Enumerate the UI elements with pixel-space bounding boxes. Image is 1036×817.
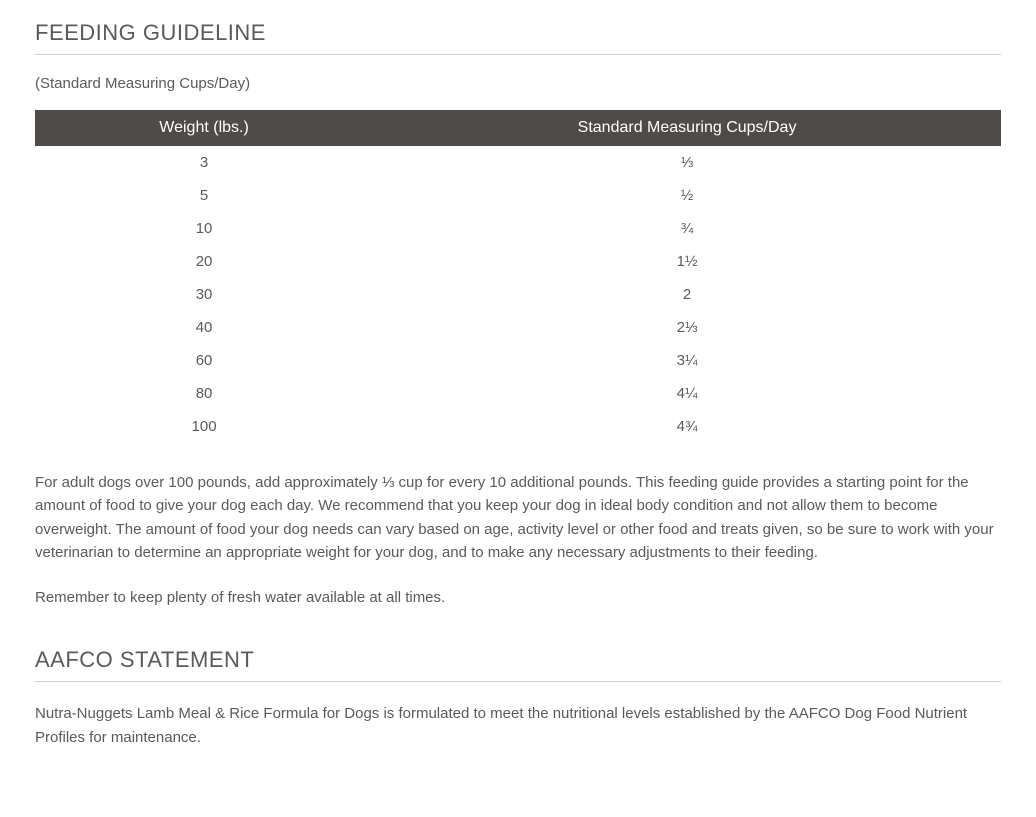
aafco-heading: AAFCO STATEMENT xyxy=(35,647,1001,682)
cups-cell: 1½ xyxy=(373,245,1001,278)
feeding-paragraph-2: Remember to keep plenty of fresh water a… xyxy=(35,586,1001,609)
table-row: 20 1½ xyxy=(35,245,1001,278)
aafco-paragraph: Nutra-Nuggets Lamb Meal & Rice Formula f… xyxy=(35,702,1001,749)
cups-cell: 4¼ xyxy=(373,377,1001,410)
feeding-table: Weight (lbs.) Standard Measuring Cups/Da… xyxy=(35,110,1001,443)
table-header-weight: Weight (lbs.) xyxy=(35,110,373,146)
weight-cell: 5 xyxy=(35,179,373,212)
cups-cell: 2⅓ xyxy=(373,311,1001,344)
weight-cell: 100 xyxy=(35,410,373,443)
feeding-paragraph-1: For adult dogs over 100 pounds, add appr… xyxy=(35,471,1001,564)
cups-cell: 2 xyxy=(373,278,1001,311)
weight-cell: 60 xyxy=(35,344,373,377)
table-header-row: Weight (lbs.) Standard Measuring Cups/Da… xyxy=(35,110,1001,146)
cups-cell: ⅓ xyxy=(373,146,1001,179)
weight-cell: 10 xyxy=(35,212,373,245)
cups-cell: ¾ xyxy=(373,212,1001,245)
table-row: 80 4¼ xyxy=(35,377,1001,410)
weight-cell: 3 xyxy=(35,146,373,179)
weight-cell: 80 xyxy=(35,377,373,410)
table-row: 100 4¾ xyxy=(35,410,1001,443)
table-row: 30 2 xyxy=(35,278,1001,311)
table-row: 40 2⅓ xyxy=(35,311,1001,344)
cups-cell: ½ xyxy=(373,179,1001,212)
table-row: 3 ⅓ xyxy=(35,146,1001,179)
aafco-section: AAFCO STATEMENT Nutra-Nuggets Lamb Meal … xyxy=(35,647,1001,749)
table-row: 10 ¾ xyxy=(35,212,1001,245)
feeding-subtitle: (Standard Measuring Cups/Day) xyxy=(35,75,1001,92)
feeding-heading: FEEDING GUIDELINE xyxy=(35,20,1001,55)
table-header-cups: Standard Measuring Cups/Day xyxy=(373,110,1001,146)
weight-cell: 30 xyxy=(35,278,373,311)
weight-cell: 40 xyxy=(35,311,373,344)
cups-cell: 4¾ xyxy=(373,410,1001,443)
weight-cell: 20 xyxy=(35,245,373,278)
feeding-guideline-section: FEEDING GUIDELINE (Standard Measuring Cu… xyxy=(35,20,1001,609)
cups-cell: 3¼ xyxy=(373,344,1001,377)
table-row: 60 3¼ xyxy=(35,344,1001,377)
table-row: 5 ½ xyxy=(35,179,1001,212)
feeding-table-body: 3 ⅓ 5 ½ 10 ¾ 20 1½ 30 2 40 2⅓ xyxy=(35,146,1001,443)
